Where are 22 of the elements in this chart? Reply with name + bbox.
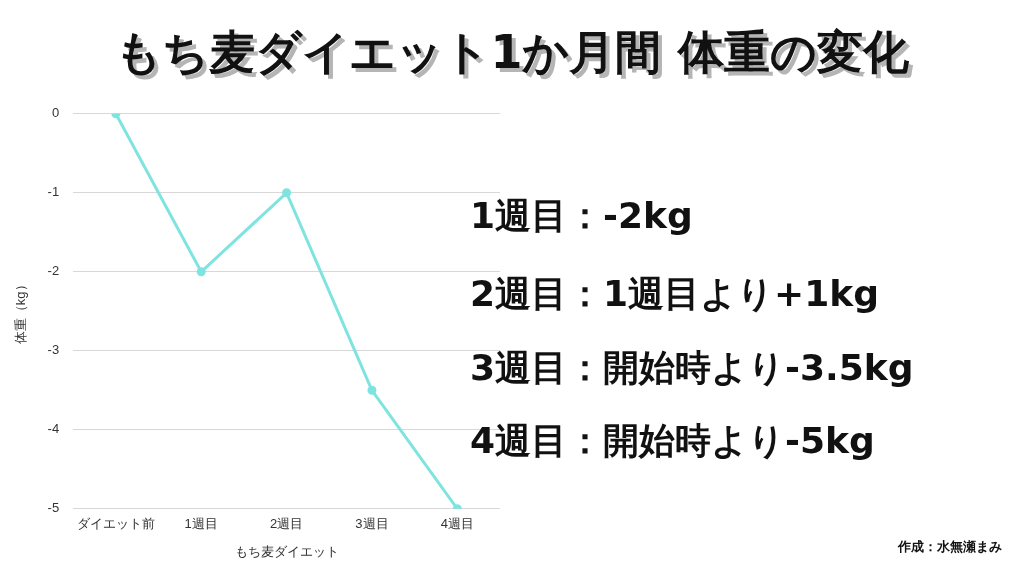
y-tick-label: -1 [47, 184, 60, 200]
x-tick-label: 2週目 [269, 516, 304, 532]
y-tick-label: -3 [47, 342, 60, 358]
chart-title: もち麦ダイエット1か月間 体重の変化 [114, 24, 910, 81]
annotation: 2週目：1週目より+1kg [470, 272, 880, 316]
y-axis-title: 体重（kg） [13, 278, 29, 345]
point [196, 267, 206, 277]
y-tick-label: -5 [47, 500, 60, 516]
y-tick-label: -4 [47, 421, 60, 437]
y-tick-label: 0 [51, 105, 60, 121]
x-tick-label: ダイエット前 [76, 516, 155, 532]
point [282, 188, 292, 198]
x-tick-label: 3週目 [355, 516, 389, 532]
annotation: 3週目：開始時より-3.5kg [470, 346, 914, 390]
y-tick-label: -2 [47, 263, 60, 279]
point [367, 385, 377, 395]
annotation: 1週目：-2kg [470, 194, 693, 238]
x-axis-title: もち麦ダイエット [234, 543, 339, 559]
annotation: 4週目：開始時より-5kg [470, 419, 875, 463]
x-tick-label: 1週目 [184, 516, 218, 532]
text: 作成：水無瀬まみ [898, 538, 1002, 556]
x-tick-label: 4週目 [440, 516, 474, 532]
